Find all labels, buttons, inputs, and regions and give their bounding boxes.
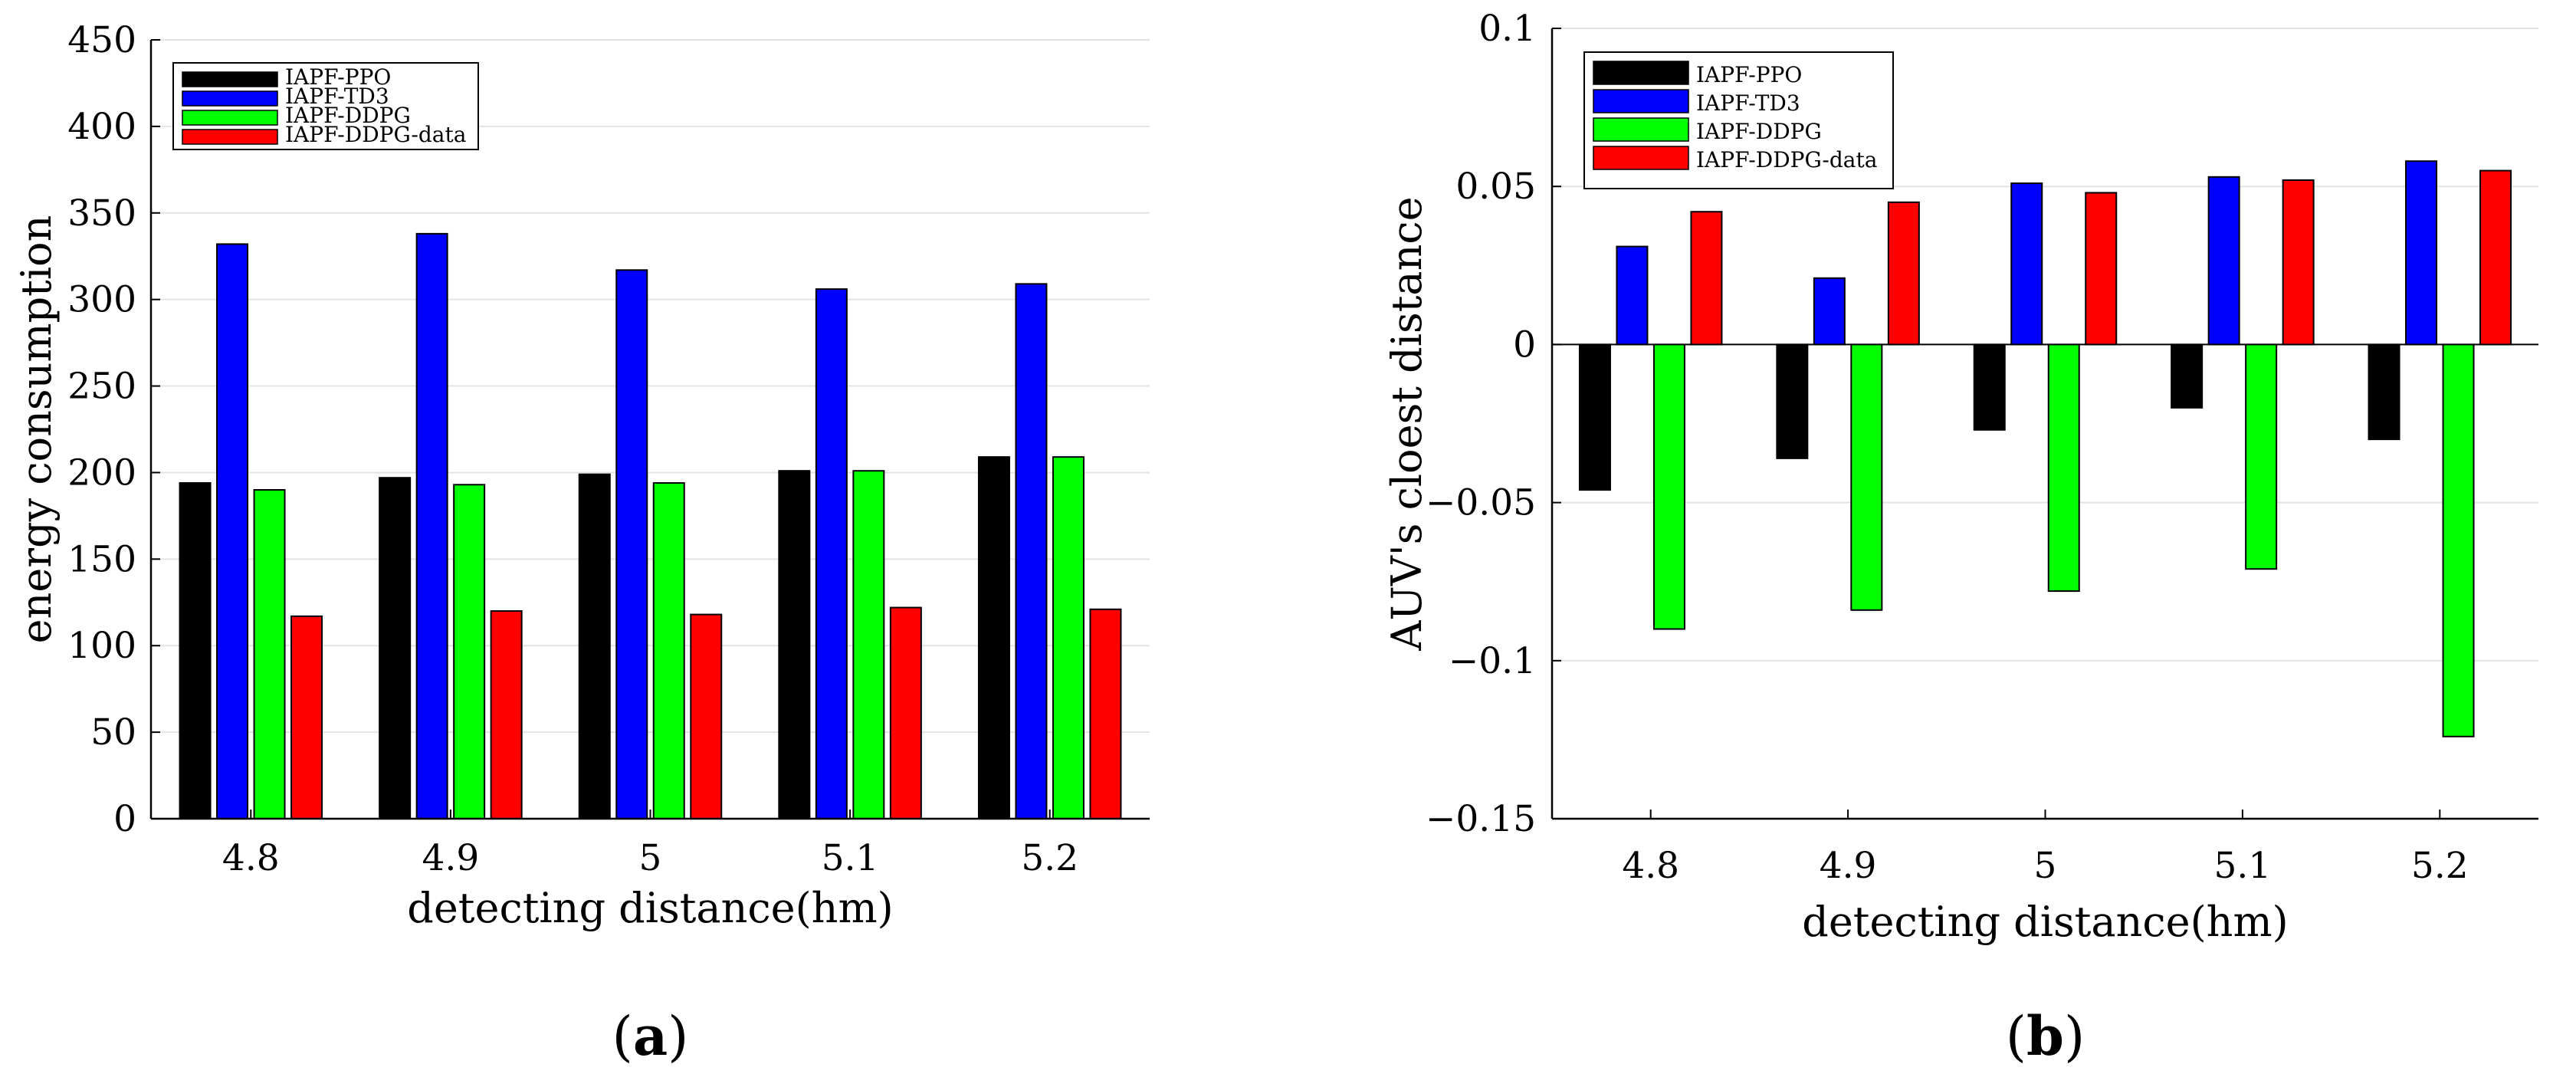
y-tick-label: 250 bbox=[67, 366, 136, 408]
bar-iapf-ppo-5 bbox=[1973, 343, 2006, 431]
bar-iapf-td3-4.9 bbox=[1813, 277, 1846, 346]
bar-iapf-ppo-4.9 bbox=[1776, 343, 1809, 459]
bar-iapf-td3-5 bbox=[2010, 182, 2043, 346]
y-tick-label: 100 bbox=[67, 625, 136, 667]
bar-iapf-ppo-4.8 bbox=[179, 481, 212, 819]
bar-iapf-ppo-4.9 bbox=[379, 477, 412, 819]
x-tick-label: 5 bbox=[2034, 845, 2057, 887]
bar-iapf-ddpg-data-4.8 bbox=[1690, 211, 1723, 346]
bar-iapf-td3-5.1 bbox=[815, 288, 848, 819]
y-tick-label: 0 bbox=[113, 798, 136, 840]
y-tick-label: 450 bbox=[67, 19, 136, 61]
bar-iapf-ppo-5.2 bbox=[977, 456, 1010, 819]
x-tick-label: 5.2 bbox=[1021, 837, 1078, 879]
bar-iapf-ppo-5.1 bbox=[2171, 343, 2204, 409]
x-axis-label: detecting distance(hm) bbox=[407, 884, 893, 932]
y-tick-label: 150 bbox=[67, 538, 136, 580]
chart-auv-closest-distance: −0.15 −0.1 −0.05 0 0.05 0.1 4.8 4.9 5 5.1 5.2 detec… bbox=[1383, 8, 2538, 1068]
bar-iapf-ddpg-5.1 bbox=[852, 470, 885, 819]
legend-label: IAPF-PPO bbox=[1696, 62, 1802, 87]
x-tick-label: 4.9 bbox=[422, 837, 480, 879]
legend-label: IAPF-DDPG bbox=[285, 103, 411, 128]
bar-iapf-ppo-4.8 bbox=[1578, 343, 1611, 491]
bar-iapf-ddpg-5.2 bbox=[1052, 456, 1085, 819]
bar-iapf-ddpg-4.9 bbox=[453, 484, 486, 819]
bar-iapf-ddpg-data-5.2 bbox=[2479, 169, 2512, 346]
bar-iapf-ddpg-4.9 bbox=[1850, 343, 1883, 611]
bar-iapf-td3-5.2 bbox=[1015, 283, 1048, 819]
x-tick-label: 4.9 bbox=[1820, 845, 1877, 887]
y-tick-label: 0.1 bbox=[1478, 8, 1536, 50]
bar-iapf-ppo-5.2 bbox=[2368, 343, 2400, 441]
bar-iapf-td3-4.9 bbox=[415, 232, 448, 820]
x-tick-label: 5.2 bbox=[2411, 845, 2469, 887]
bar-iapf-ddpg-5 bbox=[652, 481, 685, 819]
bar-iapf-ppo-5 bbox=[578, 473, 611, 819]
y-axis-label: AUV's cloest distance bbox=[1383, 196, 1431, 651]
x-tick-label: 4.8 bbox=[222, 837, 280, 879]
legend-label: IAPF-PPO bbox=[285, 64, 391, 90]
y-tick-label: 400 bbox=[67, 106, 136, 148]
bar-iapf-ddpg-data-4.9 bbox=[490, 610, 523, 819]
legend-swatch bbox=[1593, 61, 1689, 85]
y-tick-label: 300 bbox=[67, 279, 136, 321]
legend-swatch bbox=[182, 71, 278, 87]
panel-label: (b) bbox=[2006, 1004, 2085, 1068]
y-tick-label: 350 bbox=[67, 192, 136, 235]
chart-energy-consumption: 0 50 100 150 200 250 300 350 400 450 4.8 4.9 5 5.1 5.2… bbox=[12, 19, 1150, 1068]
panel-letter: b bbox=[2026, 1004, 2064, 1068]
legend-swatch bbox=[182, 110, 278, 126]
legend-label: IAPF-DDPG-data bbox=[1696, 147, 1877, 172]
bar-iapf-ddpg-data-5.1 bbox=[2282, 179, 2315, 346]
legend-swatch bbox=[1593, 89, 1689, 113]
legend-swatch bbox=[1593, 117, 1689, 142]
legend-swatch bbox=[182, 90, 278, 107]
legend-label: IAPF-TD3 bbox=[1696, 90, 1800, 116]
y-tick-label: 50 bbox=[90, 711, 136, 754]
legend-swatch bbox=[1593, 146, 1689, 170]
bar-iapf-ddpg-data-5 bbox=[690, 613, 723, 819]
bar-iapf-ddpg-5.1 bbox=[2245, 343, 2278, 570]
legend: IAPF-PPO IAPF-TD3 IAPF-DDPG IAPF-DDPG-data bbox=[1583, 51, 1894, 189]
bar-iapf-ddpg-5 bbox=[2047, 343, 2080, 593]
y-tick-label: −0.15 bbox=[1426, 798, 1536, 840]
bar-iapf-ddpg-data-5.1 bbox=[889, 606, 922, 819]
bar-iapf-ddpg-data-4.9 bbox=[1887, 201, 1920, 346]
legend-label: IAPF-DDPG-data bbox=[285, 122, 466, 147]
y-tick-label: −0.05 bbox=[1426, 482, 1536, 524]
x-tick-label: 5.1 bbox=[822, 837, 879, 879]
bar-iapf-ddpg-data-5 bbox=[2085, 192, 2118, 346]
y-tick-label: 0.05 bbox=[1455, 166, 1536, 208]
bar-iapf-ddpg-4.8 bbox=[253, 489, 286, 819]
y-tick-label: −0.1 bbox=[1449, 640, 1536, 682]
bar-iapf-td3-5 bbox=[615, 269, 648, 820]
x-tick-label: 4.8 bbox=[1622, 845, 1679, 887]
panel-label: (a) bbox=[612, 1004, 689, 1068]
bar-iapf-td3-4.8 bbox=[1616, 245, 1649, 346]
bar-iapf-ddpg-5.2 bbox=[2442, 343, 2475, 737]
y-tick-label: 200 bbox=[67, 452, 136, 494]
bar-iapf-td3-4.8 bbox=[216, 243, 249, 819]
x-axis-label: detecting distance(hm) bbox=[1802, 898, 2288, 946]
bar-iapf-td3-5.2 bbox=[2405, 160, 2438, 346]
bar-iapf-ddpg-data-4.8 bbox=[290, 615, 323, 820]
legend-label: IAPF-DDPG bbox=[1696, 119, 1822, 144]
y-tick-label: 0 bbox=[1513, 324, 1536, 366]
legend-label: IAPF-TD3 bbox=[285, 84, 389, 109]
panel-letter: a bbox=[633, 1004, 668, 1068]
bar-iapf-td3-5.1 bbox=[2207, 176, 2240, 346]
legend-swatch bbox=[182, 129, 278, 145]
y-axis-label: energy consumption bbox=[12, 215, 61, 644]
bar-iapf-ddpg-data-5.2 bbox=[1089, 608, 1122, 819]
x-tick-label: 5 bbox=[639, 837, 662, 879]
x-tick-label: 5.1 bbox=[2214, 845, 2272, 887]
bar-iapf-ddpg-4.8 bbox=[1652, 343, 1685, 630]
bar-iapf-ppo-5.1 bbox=[778, 470, 811, 819]
